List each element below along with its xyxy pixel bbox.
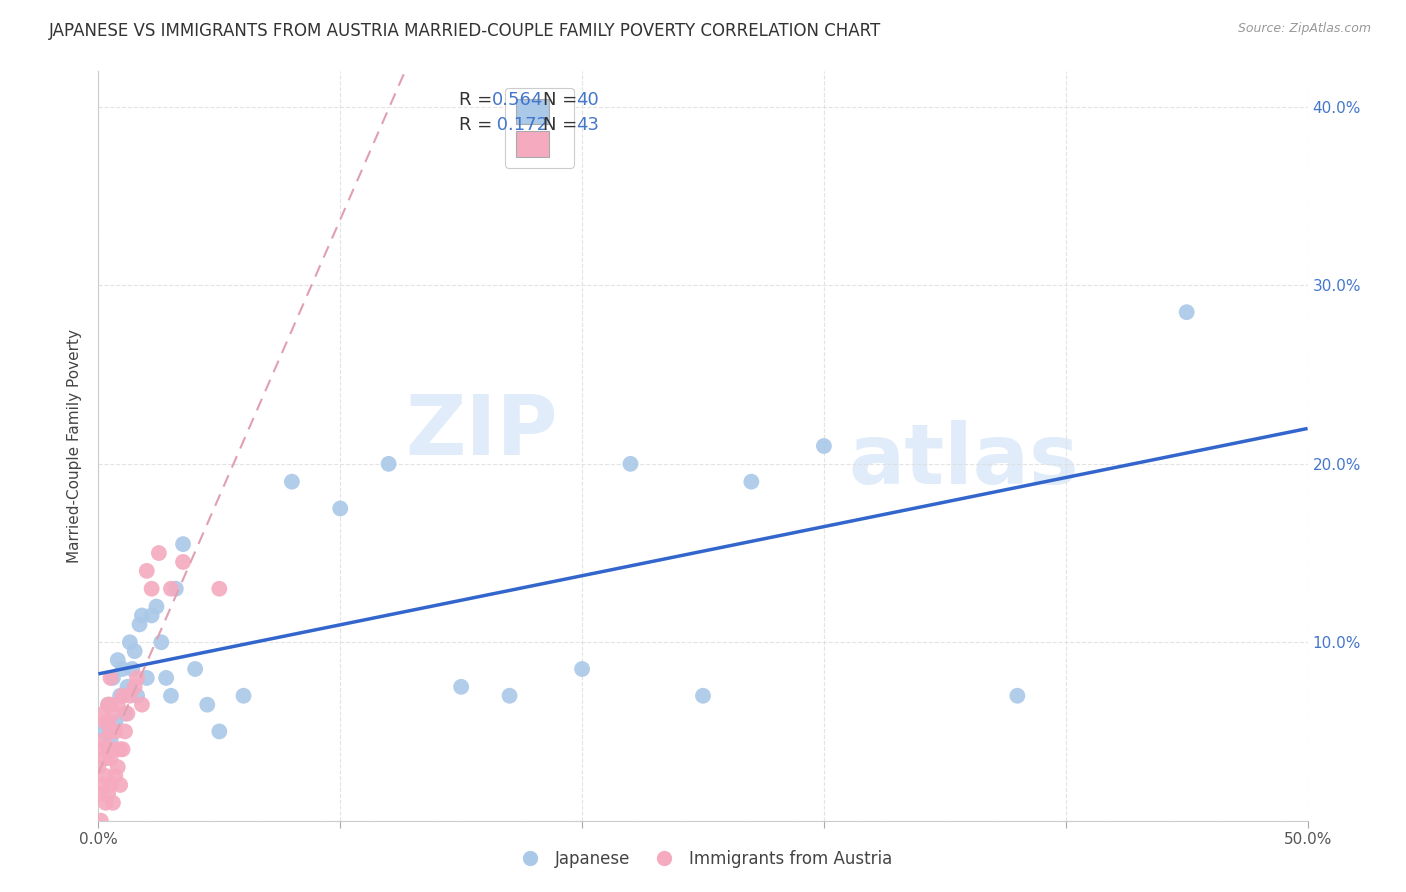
Text: 0.564: 0.564 <box>492 91 543 109</box>
Point <box>90 742 112 756</box>
Text: atlas: atlas <box>848 420 1078 501</box>
Point <box>100 671 122 685</box>
Point <box>100 751 122 765</box>
Point <box>108 778 131 792</box>
Point <box>148 546 170 560</box>
Point <box>97 698 120 712</box>
Text: R =: R = <box>458 116 498 135</box>
Point <box>124 644 146 658</box>
Point <box>111 689 134 703</box>
Point <box>100 778 122 792</box>
Point <box>91 733 114 747</box>
Point <box>104 715 127 730</box>
Point <box>128 617 150 632</box>
Point <box>117 680 139 694</box>
Text: 0.172: 0.172 <box>492 116 548 135</box>
Point <box>94 769 117 783</box>
Point <box>1175 305 1198 319</box>
Text: N =: N = <box>543 91 583 109</box>
Point <box>111 662 134 676</box>
Text: JAPANESE VS IMMIGRANTS FROM AUSTRIA MARRIED-COUPLE FAMILY POVERTY CORRELATION CH: JAPANESE VS IMMIGRANTS FROM AUSTRIA MARR… <box>49 22 882 40</box>
Point <box>172 537 194 551</box>
Point <box>498 689 520 703</box>
Point <box>94 751 117 765</box>
Text: ZIP: ZIP <box>405 391 558 472</box>
Point <box>208 724 231 739</box>
Point <box>150 635 173 649</box>
Point <box>97 715 120 730</box>
Point <box>141 582 163 596</box>
Point <box>232 689 254 703</box>
Point <box>100 733 122 747</box>
Point <box>121 662 143 676</box>
Point <box>131 608 153 623</box>
Point <box>94 796 117 810</box>
Point <box>127 689 149 703</box>
Point <box>141 608 163 623</box>
Point <box>208 582 231 596</box>
Legend: , : , <box>506 88 574 168</box>
Point <box>97 742 120 756</box>
Point <box>87 760 110 774</box>
Point <box>124 680 146 694</box>
Point <box>165 582 187 596</box>
Point <box>91 724 114 739</box>
Point <box>111 742 134 756</box>
Point <box>135 564 157 578</box>
Point <box>184 662 207 676</box>
Point <box>160 689 183 703</box>
Point <box>108 689 131 703</box>
Point <box>619 457 641 471</box>
Point <box>101 706 124 721</box>
Point <box>127 671 149 685</box>
Point <box>329 501 352 516</box>
Point <box>100 698 122 712</box>
Point <box>90 787 112 801</box>
Point <box>114 706 136 721</box>
Point <box>813 439 835 453</box>
Point <box>107 698 129 712</box>
Point <box>195 698 218 712</box>
Point <box>117 706 139 721</box>
Point <box>172 555 194 569</box>
Point <box>108 742 131 756</box>
Point <box>281 475 304 489</box>
Point <box>94 715 117 730</box>
Text: 43: 43 <box>576 116 599 135</box>
Text: N =: N = <box>543 116 583 135</box>
Point <box>114 724 136 739</box>
Point <box>1007 689 1029 703</box>
Point <box>155 671 177 685</box>
Point <box>131 698 153 712</box>
Point <box>101 796 124 810</box>
Point <box>135 671 157 685</box>
Text: 40: 40 <box>576 91 599 109</box>
Legend: Japanese, Immigrants from Austria: Japanese, Immigrants from Austria <box>508 844 898 875</box>
Point <box>571 662 593 676</box>
Point <box>118 635 141 649</box>
Point <box>100 724 122 739</box>
Point <box>91 778 114 792</box>
Point <box>740 475 762 489</box>
Point <box>101 742 124 756</box>
Point <box>97 698 120 712</box>
Y-axis label: Married-Couple Family Poverty: Married-Couple Family Poverty <box>67 329 83 563</box>
Point <box>97 787 120 801</box>
Point <box>91 706 114 721</box>
Point <box>104 724 127 739</box>
Point <box>107 760 129 774</box>
Point <box>104 769 127 783</box>
Point <box>107 653 129 667</box>
Text: R =: R = <box>458 91 498 109</box>
Point <box>90 814 112 828</box>
Point <box>101 671 124 685</box>
Point <box>160 582 183 596</box>
Point <box>450 680 472 694</box>
Point <box>118 689 141 703</box>
Point <box>145 599 167 614</box>
Point <box>692 689 714 703</box>
Point <box>377 457 399 471</box>
Text: Source: ZipAtlas.com: Source: ZipAtlas.com <box>1237 22 1371 36</box>
